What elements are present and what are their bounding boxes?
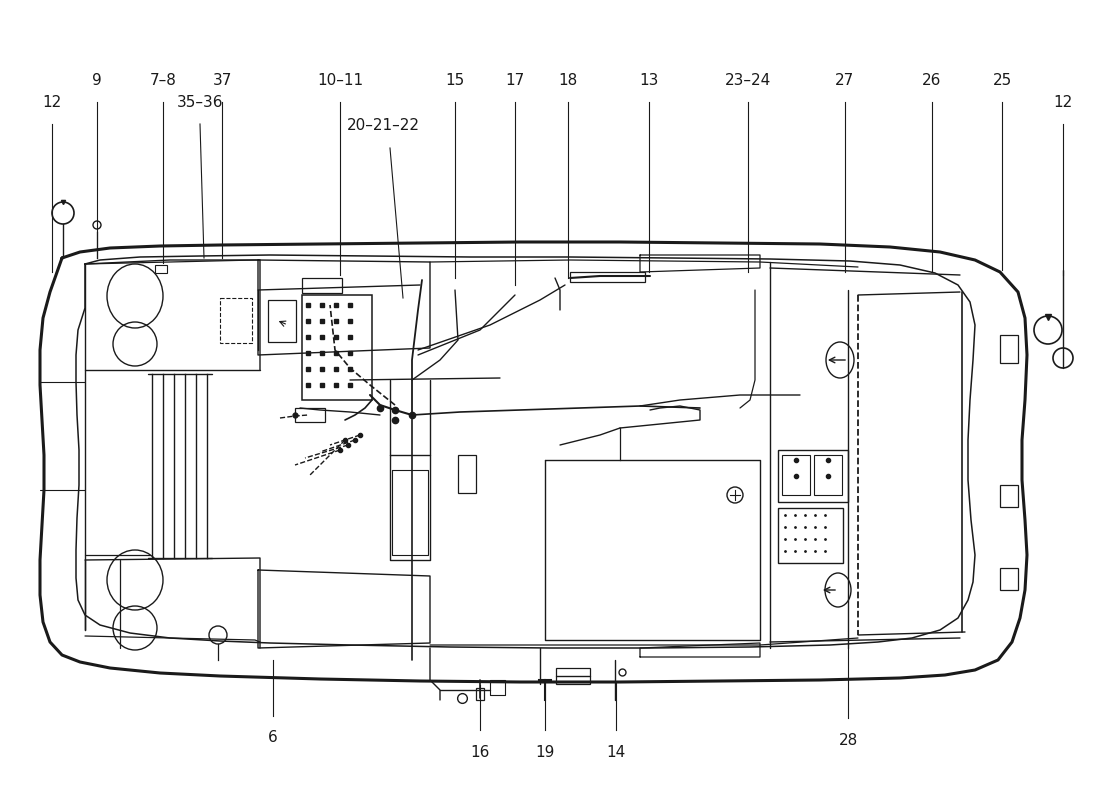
Text: 23–24: 23–24: [725, 73, 771, 88]
Bar: [782, 455, 810, 495]
Bar: [302, 295, 372, 400]
Bar: [268, 300, 296, 342]
Bar: [1000, 568, 1018, 590]
Bar: [458, 455, 476, 493]
Text: 15: 15: [446, 73, 464, 88]
Text: 28: 28: [838, 733, 858, 748]
Bar: [220, 298, 252, 343]
Bar: [814, 455, 842, 495]
Text: 25: 25: [992, 73, 1012, 88]
Bar: [295, 408, 324, 422]
Text: 19: 19: [536, 745, 554, 760]
Text: 12: 12: [1054, 95, 1072, 110]
Text: 14: 14: [606, 745, 626, 760]
Text: 37: 37: [212, 73, 232, 88]
Text: 17: 17: [505, 73, 525, 88]
Bar: [570, 272, 645, 282]
Bar: [476, 688, 484, 700]
Text: 6: 6: [268, 730, 278, 745]
Bar: [302, 278, 342, 293]
Text: 20–21–22: 20–21–22: [346, 118, 419, 133]
Text: 16: 16: [471, 745, 490, 760]
Text: 13: 13: [639, 73, 659, 88]
Text: 9: 9: [92, 73, 102, 88]
Text: 35–36: 35–36: [177, 95, 223, 110]
Text: 18: 18: [559, 73, 578, 88]
Bar: [1000, 485, 1018, 507]
Text: 12: 12: [43, 95, 62, 110]
Bar: [778, 450, 848, 502]
Text: 10–11: 10–11: [317, 73, 363, 88]
Bar: [155, 265, 167, 273]
Text: 7–8: 7–8: [150, 73, 176, 88]
Bar: [556, 668, 590, 684]
Text: 26: 26: [922, 73, 942, 88]
Bar: [778, 508, 843, 563]
Bar: [1000, 335, 1018, 363]
Text: 27: 27: [835, 73, 855, 88]
